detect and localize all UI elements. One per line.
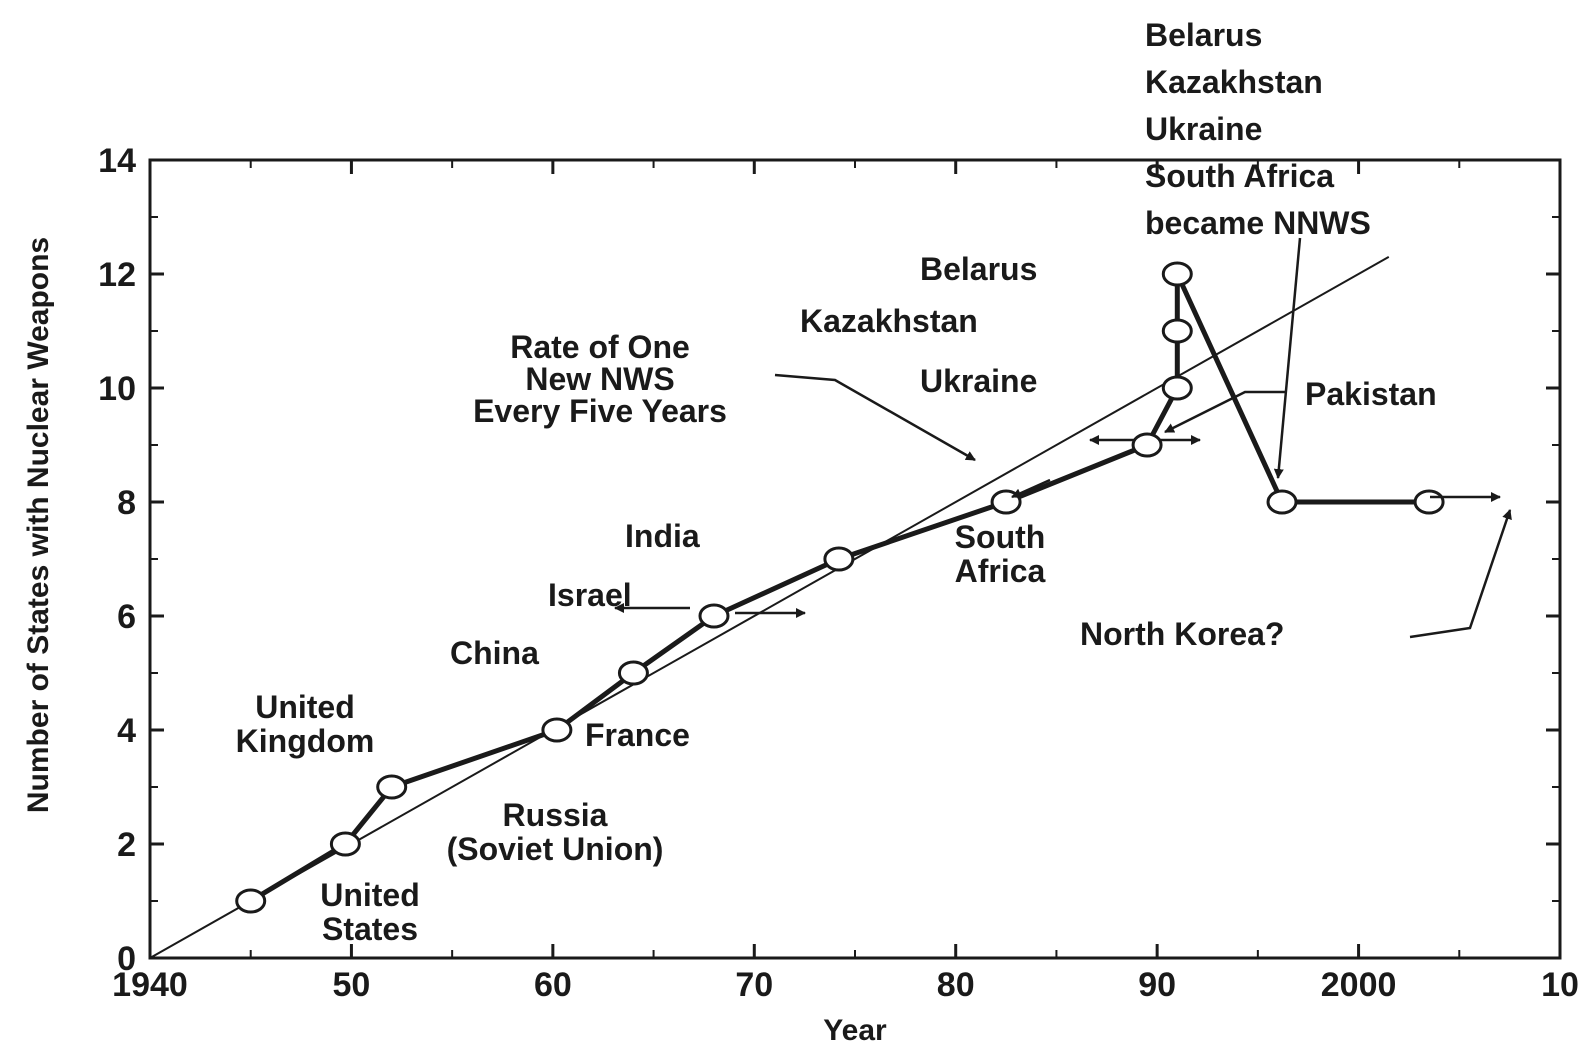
data-point	[1131, 432, 1163, 458]
annotation-line: North Korea?	[1080, 616, 1284, 652]
annotation-line: became NNWS	[1145, 205, 1371, 241]
y-tick-label: 8	[117, 484, 136, 522]
annotation-line: United	[320, 877, 420, 913]
data-point	[376, 774, 408, 800]
annotation-line: Belarus	[1145, 17, 1262, 53]
data-point	[698, 603, 730, 629]
series-group	[235, 261, 1445, 914]
annotation-north-korea: North Korea?	[1080, 616, 1284, 652]
annotation-line: Kazakhstan	[1145, 64, 1323, 100]
x-tick-label: 90	[1138, 966, 1176, 1004]
annotation-line: Kazakhstan	[800, 303, 978, 339]
y-tick-label: 10	[98, 370, 136, 408]
y-tick-label: 14	[98, 142, 136, 180]
data-point	[617, 660, 649, 686]
annotation-kazakhstan: Kazakhstan	[800, 303, 978, 339]
y-tick-label: 0	[117, 940, 136, 978]
x-tick-label: 10	[1541, 966, 1579, 1004]
series-line	[249, 271, 1430, 904]
annotation-rate: Rate of One New NWS Every Five Years	[473, 329, 727, 429]
data-point	[235, 888, 267, 914]
data-point	[329, 831, 361, 857]
annotation-line: Ukraine	[920, 363, 1037, 399]
annotation-line: Rate of One	[510, 329, 690, 365]
annotation-arrows	[614, 237, 1512, 639]
data-point	[1161, 261, 1193, 287]
annotation-pakistan: Pakistan	[1305, 376, 1437, 412]
y-axis-title: Number of States with Nuclear Weapons	[22, 237, 55, 813]
annotation-russia: Russia (Soviet Union)	[447, 797, 664, 867]
annotation-uk: United Kingdom	[236, 689, 375, 759]
south-africa-arrow	[1011, 478, 1051, 499]
annotation-line: France	[585, 717, 690, 753]
pakistan-arrow	[1164, 390, 1285, 434]
y-tick-label: 4	[117, 712, 136, 750]
data-point	[1161, 318, 1193, 344]
ticks	[148, 158, 1562, 960]
x-tick-label: 1940	[112, 966, 188, 1004]
x-tick-label: 80	[937, 966, 975, 1004]
x-axis-title: Year	[823, 1014, 887, 1047]
annotation-line: (Soviet Union)	[447, 831, 664, 867]
annotation-india: India	[625, 518, 700, 554]
data-point	[541, 717, 573, 743]
annotation-belarus: Belarus	[920, 251, 1037, 287]
y-tick-label: 6	[117, 598, 136, 636]
annotation-line: Every Five Years	[473, 393, 727, 429]
annotation-line: Russia	[503, 797, 608, 833]
annotation-line: Ukraine	[1145, 111, 1262, 147]
annotation-line: Israel	[548, 577, 632, 613]
annotation-line: United	[255, 689, 355, 725]
annotation-south-africa: South Africa	[955, 519, 1046, 589]
y-tick-label: 12	[98, 256, 136, 294]
x-tick-label: 2000	[1321, 966, 1397, 1004]
x-tick-label: 70	[735, 966, 773, 1004]
annotation-us: United States	[320, 877, 420, 947]
annotation-line: South Africa	[1145, 158, 1334, 194]
rate-arrow	[774, 373, 976, 462]
annotation-france: France	[585, 717, 690, 753]
annotation-line: South	[955, 519, 1046, 555]
annotation-israel: Israel	[548, 577, 632, 613]
annotation-china: China	[450, 635, 539, 671]
annotation-line: China	[450, 635, 539, 671]
x-tick-label: 50	[333, 966, 371, 1004]
data-point	[823, 546, 855, 572]
x-tick-label: 60	[534, 966, 572, 1004]
annotation-line: Belarus	[920, 251, 1037, 287]
data-point	[1266, 489, 1298, 515]
annotation-nnws: Belarus Kazakhstan Ukraine South Africa beca…	[1145, 17, 1371, 241]
data-point	[1413, 489, 1445, 515]
tick-labels: 1940 50 60 70 80 90 2000 10 0 2 4 6 8 10 12 14	[98, 142, 1579, 1004]
annotation-line: States	[322, 911, 418, 947]
annotation-line: Africa	[955, 553, 1046, 589]
annotation-line: Pakistan	[1305, 376, 1437, 412]
annotation-line: India	[625, 518, 700, 554]
y-tick-label: 2	[117, 826, 136, 864]
north-korea-arrow	[1409, 509, 1512, 639]
data-point	[1161, 375, 1193, 401]
nnws-arrow	[1273, 237, 1302, 479]
annotation-line: New NWS	[525, 361, 674, 397]
annotation-ukraine: Ukraine	[920, 363, 1037, 399]
annotation-line: Kingdom	[236, 723, 375, 759]
